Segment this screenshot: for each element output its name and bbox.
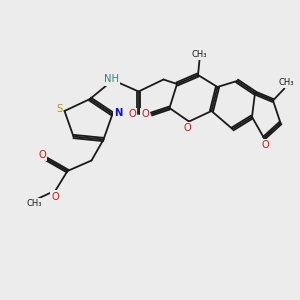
Text: S: S bbox=[56, 104, 62, 115]
Text: CH₃: CH₃ bbox=[27, 199, 42, 208]
Text: O: O bbox=[38, 150, 46, 161]
Text: O: O bbox=[128, 109, 136, 119]
Text: O: O bbox=[51, 191, 59, 202]
Text: O: O bbox=[262, 140, 269, 150]
Text: CH₃: CH₃ bbox=[192, 50, 207, 58]
Text: O: O bbox=[141, 109, 149, 119]
Text: O: O bbox=[184, 123, 191, 133]
Text: CH₃: CH₃ bbox=[278, 78, 294, 87]
Text: N: N bbox=[114, 108, 123, 118]
Text: NH: NH bbox=[104, 74, 119, 85]
